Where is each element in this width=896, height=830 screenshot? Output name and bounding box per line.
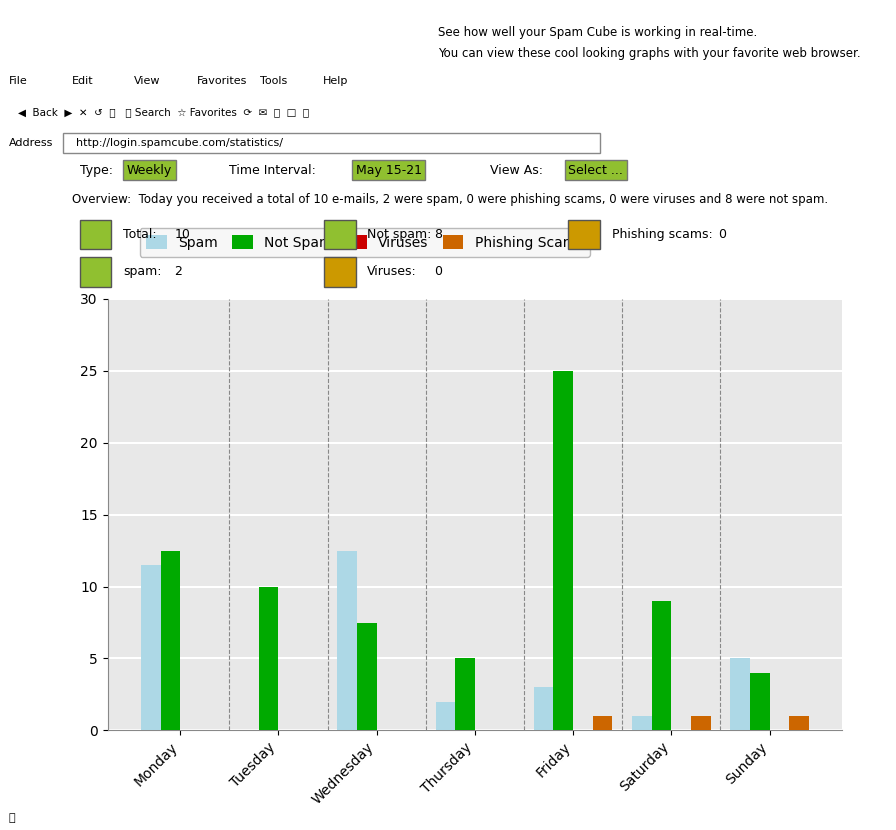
Text: File: File xyxy=(9,76,28,86)
Text: Total:: Total: xyxy=(123,228,157,241)
Text: View: View xyxy=(134,76,161,86)
FancyBboxPatch shape xyxy=(568,220,600,249)
Bar xyxy=(160,550,180,730)
Text: spam:: spam: xyxy=(123,266,161,278)
Text: Weekly: Weekly xyxy=(127,164,172,177)
FancyBboxPatch shape xyxy=(324,256,356,286)
Bar xyxy=(789,716,809,730)
Bar xyxy=(593,716,612,730)
Bar xyxy=(632,716,651,730)
Text: Time Interval:: Time Interval: xyxy=(229,164,316,177)
Bar xyxy=(357,622,376,730)
Bar xyxy=(554,371,573,730)
Text: See how well your Spam Cube is working in real-time.: See how well your Spam Cube is working i… xyxy=(437,27,757,39)
Text: Overview:  Today you received a total of 10 e-mails, 2 were spam, 0 were phishin: Overview: Today you received a total of … xyxy=(72,193,828,206)
Text: Phishing scams:: Phishing scams: xyxy=(612,228,712,241)
Text: View As:: View As: xyxy=(489,164,543,177)
Text: Edit: Edit xyxy=(72,76,93,86)
Legend: Spam, Not Spam, Viruses, Phishing Scams: Spam, Not Spam, Viruses, Phishing Scams xyxy=(140,228,590,256)
Text: 10: 10 xyxy=(174,228,190,241)
Text: Favorites: Favorites xyxy=(197,76,247,86)
FancyBboxPatch shape xyxy=(63,133,600,154)
Bar xyxy=(750,673,770,730)
FancyBboxPatch shape xyxy=(80,256,111,286)
Text: You can view these cool looking graphs with your favorite web browser.: You can view these cool looking graphs w… xyxy=(437,46,860,60)
Text: 0: 0 xyxy=(435,266,443,278)
Bar xyxy=(691,716,711,730)
Bar xyxy=(259,587,279,730)
Text: Tools: Tools xyxy=(260,76,287,86)
Bar xyxy=(435,701,455,730)
FancyBboxPatch shape xyxy=(324,220,356,249)
Text: May 15-21: May 15-21 xyxy=(356,164,421,177)
Text: 8: 8 xyxy=(435,228,443,241)
Text: Type:: Type: xyxy=(80,164,113,177)
Text: 2: 2 xyxy=(174,266,182,278)
Bar xyxy=(651,601,671,730)
Bar xyxy=(534,687,554,730)
Text: ◀  Back  ▶  ✕  ↺  🏠   🔍 Search  ☆ Favorites  ⟳  ✉  🖨  □  📁: ◀ Back ▶ ✕ ↺ 🏠 🔍 Search ☆ Favorites ⟳ ✉ … xyxy=(18,107,309,117)
Text: 0: 0 xyxy=(719,228,727,241)
Bar xyxy=(455,658,475,730)
Text: Not spam:: Not spam: xyxy=(367,228,432,241)
Text: Viruses:: Viruses: xyxy=(367,266,418,278)
Bar xyxy=(338,550,357,730)
Text: Help: Help xyxy=(323,76,348,86)
Text: 🌐: 🌐 xyxy=(9,813,15,823)
Text: Spam Cube™ | Real-Time Statistics - Microsoft Internet Exp...: Spam Cube™ | Real-Time Statistics - Micr… xyxy=(9,27,437,40)
Text: Select ...: Select ... xyxy=(568,164,624,177)
Bar xyxy=(730,658,750,730)
Text: http://login.spamcube.com/statistics/: http://login.spamcube.com/statistics/ xyxy=(76,138,283,149)
FancyBboxPatch shape xyxy=(80,220,111,249)
Bar xyxy=(141,565,160,730)
Text: Address: Address xyxy=(9,138,54,149)
